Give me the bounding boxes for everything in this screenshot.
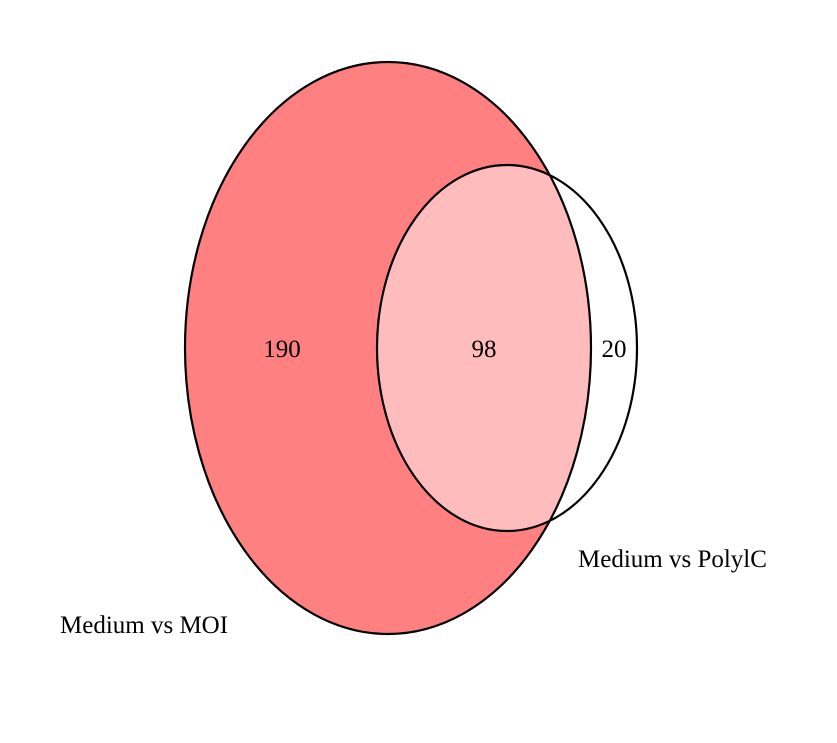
count-polyic-only: 20 <box>602 336 627 363</box>
overlap-region <box>377 165 591 531</box>
count-moi-only: 190 <box>263 336 301 363</box>
set-label-medium-vs-polyic: Medium vs PolylC <box>578 546 767 573</box>
set-label-medium-vs-moi: Medium vs MOI <box>60 612 228 639</box>
count-both: 98 <box>472 336 497 363</box>
set-medium-vs-moi-outline <box>183 60 593 636</box>
set-medium-vs-polyic-ellipse <box>375 163 639 533</box>
